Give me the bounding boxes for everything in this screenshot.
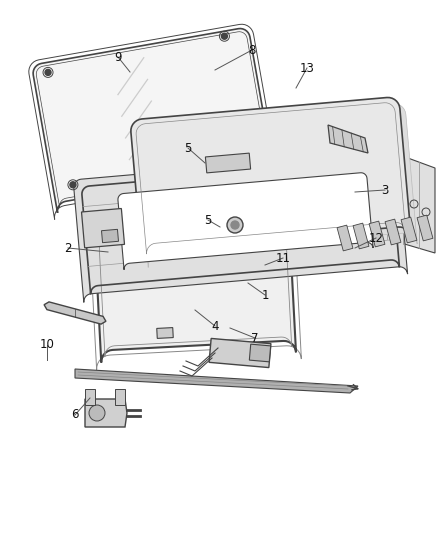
Polygon shape [400,217,416,243]
Text: 10: 10 [39,338,54,351]
Polygon shape [249,344,270,362]
Circle shape [89,405,105,421]
Polygon shape [208,338,270,368]
Polygon shape [85,399,127,427]
Polygon shape [75,369,357,393]
Polygon shape [156,328,173,338]
Text: 9: 9 [114,51,121,63]
Text: 5: 5 [204,214,211,227]
Polygon shape [74,152,406,302]
Polygon shape [131,98,410,262]
Polygon shape [90,221,300,370]
Text: 2: 2 [64,241,71,254]
Polygon shape [205,153,250,173]
Polygon shape [352,223,368,249]
Text: 7: 7 [251,332,258,344]
Polygon shape [101,229,118,243]
Circle shape [230,221,238,229]
Text: 4: 4 [211,319,218,333]
Polygon shape [327,125,367,153]
Circle shape [45,69,51,75]
Polygon shape [118,173,372,270]
Text: 6: 6 [71,408,78,422]
Text: 1: 1 [261,288,268,302]
Polygon shape [95,226,295,362]
Circle shape [221,33,227,39]
Polygon shape [29,24,279,220]
Polygon shape [44,302,106,324]
Polygon shape [384,219,400,245]
Text: 8: 8 [248,44,255,56]
Polygon shape [85,389,95,405]
Text: 12: 12 [367,231,383,245]
Polygon shape [368,221,384,247]
Text: 13: 13 [299,61,314,75]
Polygon shape [115,389,125,405]
Text: 3: 3 [381,183,388,197]
Text: 5: 5 [184,141,191,155]
Text: 11: 11 [275,252,290,264]
Polygon shape [339,133,434,253]
Polygon shape [137,103,416,268]
Polygon shape [81,208,124,248]
Polygon shape [336,225,352,251]
Polygon shape [416,215,432,241]
Polygon shape [33,29,274,213]
Circle shape [226,217,243,233]
Circle shape [70,182,76,188]
